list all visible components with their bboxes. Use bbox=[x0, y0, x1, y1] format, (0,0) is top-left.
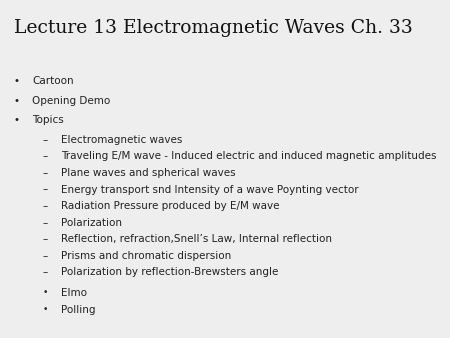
Text: •: • bbox=[14, 115, 19, 125]
Text: Reflection, refraction,Snell’s Law, Internal reflection: Reflection, refraction,Snell’s Law, Inte… bbox=[61, 234, 332, 244]
Text: –: – bbox=[43, 267, 48, 277]
Text: –: – bbox=[43, 218, 48, 228]
Text: Topics: Topics bbox=[32, 115, 64, 125]
Text: Prisms and chromatic dispersion: Prisms and chromatic dispersion bbox=[61, 251, 231, 261]
Text: Plane waves and spherical waves: Plane waves and spherical waves bbox=[61, 168, 235, 178]
Text: –: – bbox=[43, 185, 48, 195]
Text: Lecture 13 Electromagnetic Waves Ch. 33: Lecture 13 Electromagnetic Waves Ch. 33 bbox=[14, 19, 412, 37]
Text: Radiation Pressure produced by E/M wave: Radiation Pressure produced by E/M wave bbox=[61, 201, 279, 211]
Text: Cartoon: Cartoon bbox=[32, 76, 74, 86]
Text: –: – bbox=[43, 201, 48, 211]
Text: Polarization by reflection-Brewsters angle: Polarization by reflection-Brewsters ang… bbox=[61, 267, 278, 277]
Text: –: – bbox=[43, 234, 48, 244]
Text: –: – bbox=[43, 151, 48, 162]
Text: –: – bbox=[43, 251, 48, 261]
Text: –: – bbox=[43, 168, 48, 178]
Text: •: • bbox=[14, 76, 19, 86]
Text: Polarization: Polarization bbox=[61, 218, 122, 228]
Text: Polling: Polling bbox=[61, 305, 95, 315]
Text: •: • bbox=[43, 288, 48, 297]
Text: Energy transport snd Intensity of a wave Poynting vector: Energy transport snd Intensity of a wave… bbox=[61, 185, 358, 195]
Text: Traveling E/M wave - Induced electric and induced magnetic amplitudes: Traveling E/M wave - Induced electric an… bbox=[61, 151, 436, 162]
Text: •: • bbox=[14, 96, 19, 106]
Text: •: • bbox=[43, 305, 48, 314]
Text: Electromagnetic waves: Electromagnetic waves bbox=[61, 135, 182, 145]
Text: Opening Demo: Opening Demo bbox=[32, 96, 111, 106]
Text: –: – bbox=[43, 135, 48, 145]
Text: Elmo: Elmo bbox=[61, 288, 87, 298]
